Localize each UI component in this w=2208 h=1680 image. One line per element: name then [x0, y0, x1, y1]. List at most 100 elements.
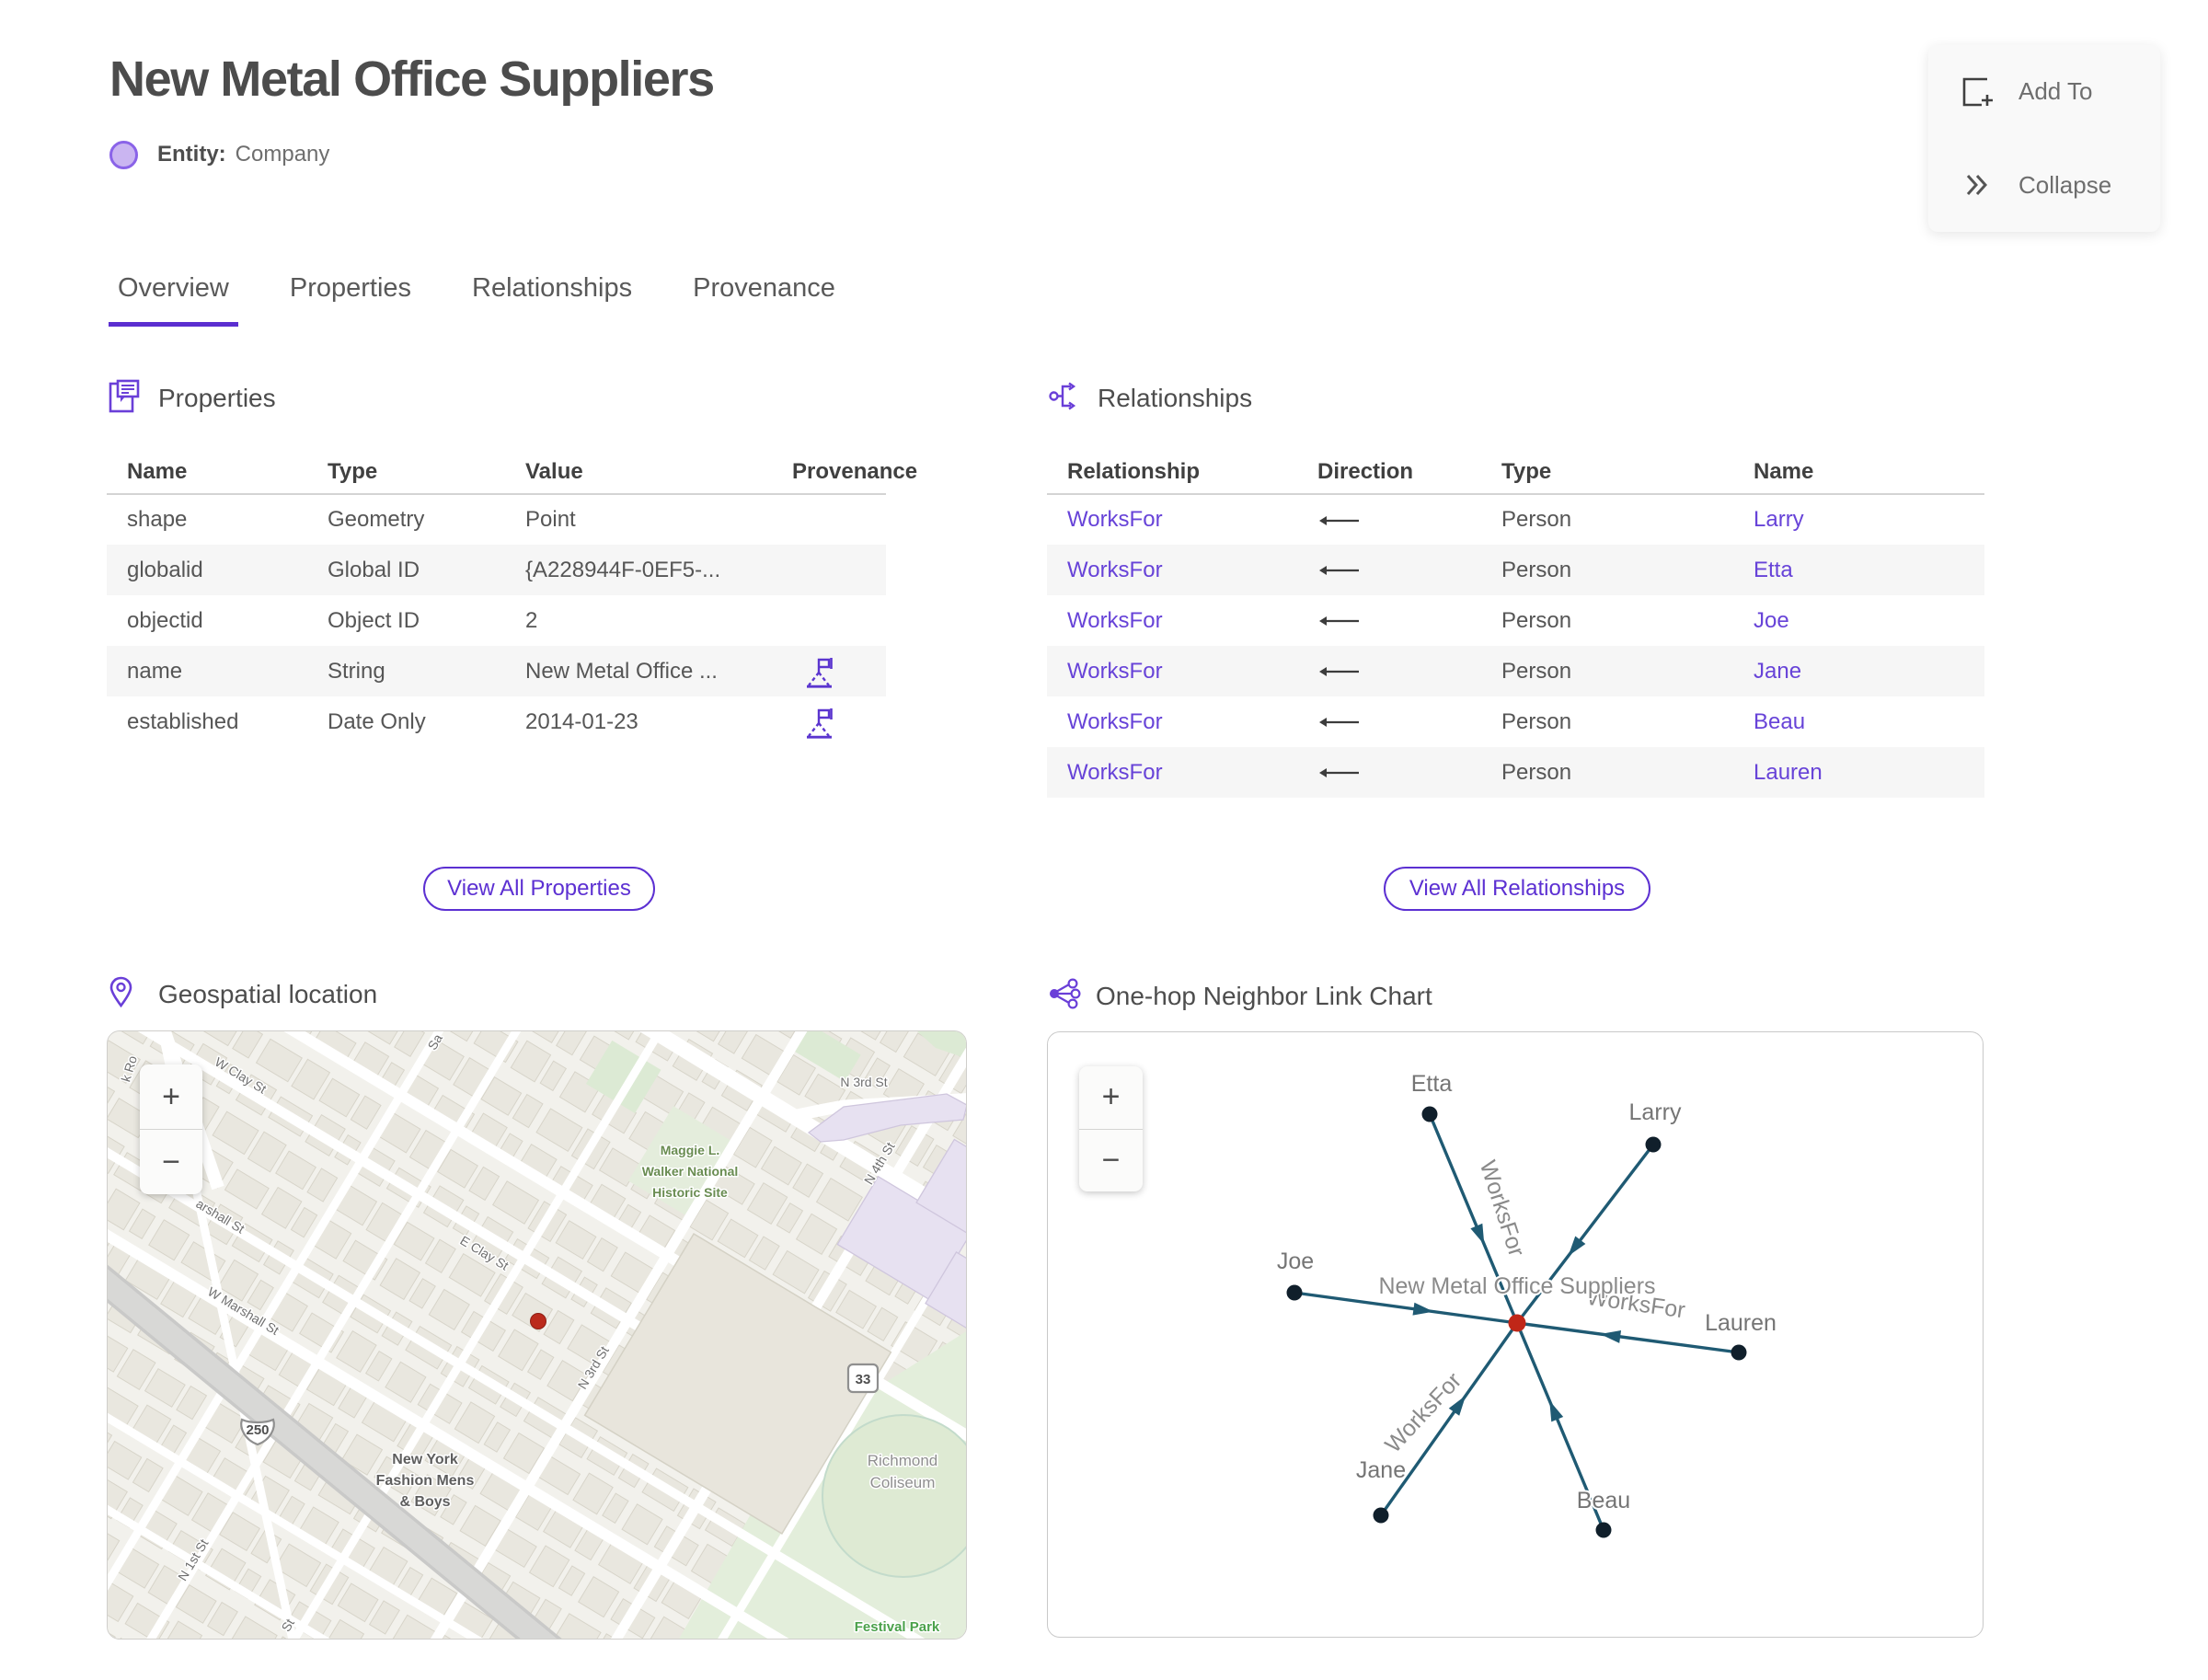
relationship-name-link[interactable]: Lauren: [1754, 759, 1823, 785]
tab-overview[interactable]: Overview: [109, 273, 238, 327]
route-shield: 250: [246, 1422, 269, 1438]
zoom-divider: [140, 1129, 202, 1130]
property-type: Geometry: [328, 507, 425, 532]
relationship-name-link[interactable]: Etta: [1754, 557, 1793, 582]
tab-properties[interactable]: Properties: [289, 273, 412, 303]
column-header: Provenance: [792, 459, 918, 484]
column-header: Type: [1501, 459, 1552, 484]
relationship-type-link[interactable]: WorksFor: [1067, 708, 1163, 734]
node-etta[interactable]: [1421, 1106, 1438, 1122]
relationship-row: WorksFor Person Lauren: [1047, 747, 1984, 798]
link-chart-zoom-out-button[interactable]: −: [1101, 1142, 1121, 1178]
property-name: name: [127, 658, 183, 684]
relationship-name-link[interactable]: Jane: [1754, 658, 1802, 684]
collapse-label: Collapse: [2018, 170, 2112, 199]
relationship-type-link[interactable]: WorksFor: [1067, 607, 1163, 633]
entity-label: Entity:: [157, 142, 226, 167]
node-jane[interactable]: [1373, 1507, 1389, 1524]
relationship-name-link[interactable]: Joe: [1754, 607, 1789, 633]
node-larry[interactable]: [1645, 1136, 1662, 1153]
add-to-button[interactable]: Add To: [1928, 45, 2160, 139]
link-chart-icon: [1049, 978, 1082, 1014]
view-all-relationships-button[interactable]: View All Relationships: [1384, 867, 1650, 911]
collapse-button[interactable]: Collapse: [1928, 139, 2160, 233]
map-label: New York: [392, 1452, 458, 1467]
relationship-direction: [1297, 747, 1481, 798]
relationship-direction: [1297, 646, 1481, 696]
node-joe[interactable]: [1286, 1284, 1303, 1301]
property-provenance[interactable]: [772, 646, 886, 696]
node-lauren[interactable]: [1731, 1344, 1747, 1361]
entity-type-value: Company: [235, 142, 330, 167]
arrow-left-icon: [1317, 659, 1360, 684]
geospatial-section-title: Geospatial location: [158, 979, 378, 1008]
map-label: Coliseum: [870, 1474, 936, 1491]
relationship-direction: [1297, 545, 1481, 595]
edge-beau: [1515, 1322, 1605, 1531]
relationship-type-link[interactable]: WorksFor: [1067, 507, 1163, 532]
relationship-row: WorksFor Person Joe: [1047, 595, 1984, 646]
relationship-type-link[interactable]: WorksFor: [1067, 658, 1163, 684]
property-type: Date Only: [328, 708, 426, 734]
link-chart[interactable]: WorksFor WorksFor WorksFor New Metal Office…: [1047, 1031, 1984, 1638]
entity-type-icon: [109, 140, 138, 169]
link-chart-zoom-control: + −: [1079, 1066, 1143, 1191]
map-label: Walker National: [642, 1164, 739, 1179]
map-label: & Boys: [399, 1494, 450, 1510]
node-label: Jane: [1356, 1457, 1406, 1483]
node-label: Lauren: [1705, 1310, 1777, 1336]
link-chart-zoom-in-button[interactable]: +: [1101, 1079, 1121, 1115]
map-zoom-in-button[interactable]: +: [162, 1078, 180, 1114]
relationship-entity-type: Person: [1501, 607, 1572, 633]
edge-jane: [1379, 1322, 1519, 1516]
geospatial-map[interactable]: k Ro W Clay St Sa N 3rd St N 4th St E Clay St…: [107, 1030, 967, 1640]
map-label: Maggie L.: [661, 1143, 720, 1157]
properties-section-icon: [109, 379, 140, 418]
node-label: Etta: [1411, 1071, 1453, 1097]
property-row: objectid Object ID 2: [107, 595, 886, 646]
link-chart-section-header: One-hop Neighbor Link Chart: [1049, 978, 1432, 1014]
collapse-icon: [1960, 174, 1995, 196]
relationship-name-link[interactable]: Larry: [1754, 507, 1804, 532]
tab-bar: Overview Properties Relationships Provenanc…: [109, 273, 845, 327]
relationships-section-icon: [1049, 381, 1080, 416]
column-header: Name: [127, 459, 188, 484]
edge-joe: [1294, 1291, 1518, 1325]
center-node[interactable]: [1508, 1314, 1526, 1332]
geospatial-section-header: Geospatial location: [109, 976, 377, 1012]
node-label: Joe: [1277, 1248, 1314, 1274]
property-row: shape Geometry Point: [107, 494, 886, 545]
map-location-marker: [530, 1313, 546, 1329]
tab-provenance[interactable]: Provenance: [693, 273, 835, 303]
arrow-left-icon: [1317, 558, 1360, 582]
properties-table-inner: Name Type Value Provenance shape Geometry Poin…: [107, 451, 918, 747]
page-title: New Metal Office Suppliers: [109, 52, 715, 107]
property-type: Object ID: [328, 607, 420, 633]
property-provenance[interactable]: [772, 696, 886, 747]
map-label: Festival Park: [855, 1619, 940, 1635]
relationship-direction: [1297, 595, 1481, 646]
relationship-type-link[interactable]: WorksFor: [1067, 557, 1163, 582]
relationship-row: WorksFor Person Etta: [1047, 545, 1984, 595]
add-to-label: Add To: [2018, 77, 2093, 106]
node-beau[interactable]: [1595, 1522, 1612, 1538]
property-value: New Metal Office ...: [525, 658, 718, 684]
edge-etta: [1428, 1113, 1519, 1324]
map-zoom-out-button[interactable]: −: [162, 1144, 180, 1179]
property-row: established Date Only 2014-01-23: [107, 696, 886, 747]
map-pin-icon: [109, 976, 133, 1012]
relationship-type-link[interactable]: WorksFor: [1067, 759, 1163, 785]
provenance-flag-icon[interactable]: [804, 708, 834, 739]
relationships-section-header: Relationships: [1049, 381, 1252, 416]
link-chart-section-title: One-hop Neighbor Link Chart: [1096, 981, 1432, 1010]
node-label: Larry: [1629, 1099, 1682, 1125]
provenance-flag-icon[interactable]: [804, 657, 834, 688]
zoom-divider: [1079, 1128, 1143, 1130]
view-all-properties-button[interactable]: View All Properties: [423, 867, 655, 911]
relationship-name-link[interactable]: Beau: [1754, 708, 1806, 734]
tab-relationships[interactable]: Relationships: [472, 273, 633, 303]
property-row: name String New Metal Office ...: [107, 646, 886, 696]
relationship-row: WorksFor Person Beau: [1047, 696, 1984, 747]
relationship-direction: [1297, 696, 1481, 747]
